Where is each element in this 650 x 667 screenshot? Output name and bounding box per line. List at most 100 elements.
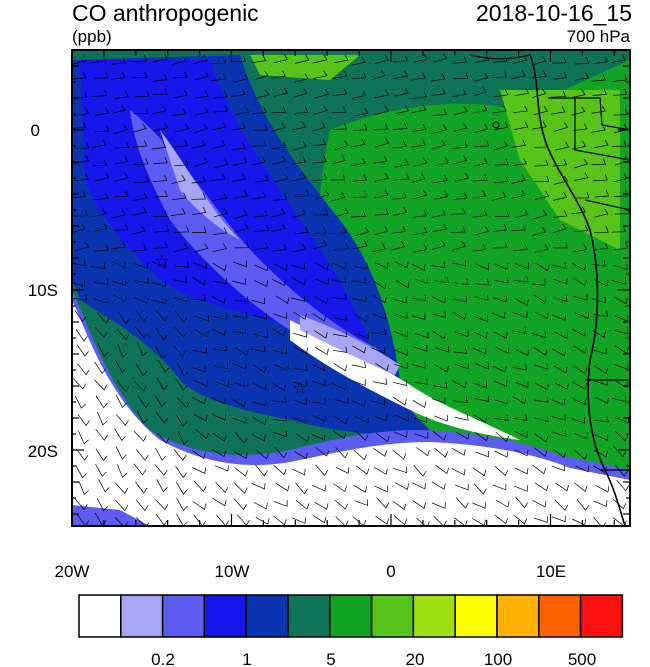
wind-barb <box>532 88 547 98</box>
wind-barb <box>96 498 109 512</box>
wind-barb <box>511 224 526 231</box>
wind-barb <box>474 279 490 286</box>
wind-barb <box>573 382 587 390</box>
wind-barb <box>133 463 147 476</box>
wind-barb <box>156 479 168 493</box>
wind-barb <box>72 223 86 233</box>
wind-barb <box>213 313 228 321</box>
wind-barb <box>134 176 149 183</box>
wind-barb <box>391 241 406 251</box>
wind-barb <box>392 296 407 304</box>
wind-barb <box>313 105 328 115</box>
wind-barb <box>551 399 566 406</box>
wind-barb <box>292 141 307 151</box>
wind-barb <box>374 89 390 99</box>
wind-barb <box>573 294 588 301</box>
wind-barb <box>192 467 206 475</box>
wind-barb <box>116 328 130 341</box>
wind-barb <box>452 89 467 97</box>
wind-barb <box>472 87 487 97</box>
colorbar-swatch <box>370 594 415 638</box>
wind-barb <box>472 467 487 477</box>
wind-barb <box>175 378 188 391</box>
wind-barb <box>334 207 349 218</box>
wind-barb <box>172 192 187 201</box>
colorbar-swatch <box>496 594 540 638</box>
wind-barb <box>291 243 306 253</box>
wind-barb <box>234 222 249 233</box>
wind-barb <box>512 54 528 64</box>
wind-barb <box>473 381 488 389</box>
wind-barb <box>574 192 590 199</box>
wind-barb <box>571 206 586 215</box>
wind-barb <box>331 192 346 202</box>
wind-barb <box>252 399 267 407</box>
wind-barb <box>514 449 529 457</box>
wind-barb <box>432 223 447 232</box>
wind-barb <box>614 315 628 322</box>
wind-barb <box>76 448 89 461</box>
wind-barb <box>114 517 128 526</box>
wind-barb <box>472 502 486 509</box>
wind-barb <box>394 105 409 115</box>
wind-barb <box>352 295 367 303</box>
wind-barb <box>413 226 428 236</box>
wind-barb <box>136 342 148 357</box>
wind-barb <box>492 191 507 201</box>
lon-label-0: 0 <box>386 562 395 581</box>
wind-barb <box>215 482 229 493</box>
wind-barb <box>74 142 90 149</box>
wind-barb <box>133 158 149 165</box>
wind-barb <box>136 410 148 424</box>
wind-barb <box>575 312 589 320</box>
wind-barb <box>334 397 349 404</box>
wind-barb <box>156 377 168 391</box>
wind-barb <box>233 260 247 268</box>
colorbar-label: 20 <box>406 650 425 667</box>
wind-barb <box>374 262 389 269</box>
wind-barb <box>274 364 289 372</box>
wind-barb <box>534 382 549 391</box>
wind-barb <box>291 468 306 476</box>
wind-barb <box>595 485 610 493</box>
wind-barb <box>353 484 367 493</box>
wind-barb <box>475 450 489 458</box>
wind-barb <box>173 449 187 461</box>
wind-barb <box>155 309 169 322</box>
wind-barb <box>91 262 106 270</box>
wind-barb <box>332 346 348 353</box>
wind-barb <box>135 499 149 512</box>
wind-barb <box>294 73 309 83</box>
wind-barb <box>591 105 606 114</box>
wind-barb <box>493 397 508 405</box>
wind-barb <box>512 396 527 405</box>
wind-barb <box>533 447 548 457</box>
wind-barb <box>251 191 267 200</box>
wind-barb <box>211 397 226 405</box>
wind-barb <box>571 106 586 116</box>
wind-barb <box>354 226 369 237</box>
wind-barb <box>393 396 407 406</box>
wind-barb <box>251 140 267 147</box>
wind-barb <box>593 516 606 526</box>
wind-barb <box>454 414 469 421</box>
wind-barb <box>232 362 247 370</box>
wind-barb <box>211 328 226 336</box>
wind-barb <box>375 137 390 148</box>
wind-barb <box>114 172 129 182</box>
wind-barb <box>75 329 88 342</box>
wind-barb <box>613 296 628 305</box>
wind-barb <box>97 343 109 357</box>
wind-barb <box>271 122 286 132</box>
wind-barb <box>255 464 268 477</box>
wind-barb <box>594 415 609 423</box>
wind-barb <box>573 277 587 287</box>
wind-barb <box>335 447 349 459</box>
wind-barb <box>234 483 248 494</box>
wind-barb <box>193 414 208 422</box>
wind-barb <box>271 208 286 218</box>
wind-barb <box>573 224 589 232</box>
wind-barb <box>452 347 468 354</box>
wind-barb <box>153 210 168 218</box>
wind-barb <box>72 72 87 80</box>
